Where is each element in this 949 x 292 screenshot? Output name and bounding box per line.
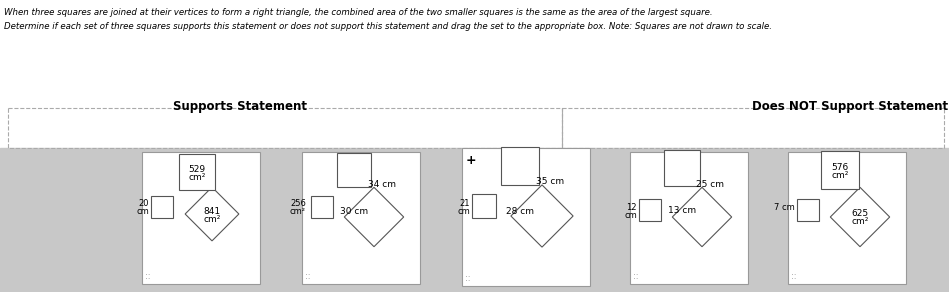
Text: 20: 20 xyxy=(139,199,149,208)
Text: When three squares are joined at their vertices to form a right triangle, the co: When three squares are joined at their v… xyxy=(4,8,713,17)
Polygon shape xyxy=(472,194,496,218)
Text: cm²: cm² xyxy=(851,218,868,227)
Text: cm: cm xyxy=(624,211,637,220)
Bar xyxy=(562,108,944,148)
Text: cm²: cm² xyxy=(290,208,306,216)
Bar xyxy=(0,148,949,292)
Text: cm²: cm² xyxy=(831,171,848,180)
Text: ::: :: xyxy=(465,274,471,283)
Text: cm²: cm² xyxy=(203,215,221,223)
Text: ::: :: xyxy=(791,272,796,281)
Polygon shape xyxy=(511,185,573,247)
Text: 625: 625 xyxy=(851,209,868,218)
Text: 841: 841 xyxy=(203,206,220,215)
Text: ::: :: xyxy=(305,272,310,281)
Text: ::: :: xyxy=(145,272,151,281)
Bar xyxy=(0,0,949,148)
Polygon shape xyxy=(821,151,859,189)
Polygon shape xyxy=(830,187,890,247)
Text: 30 cm: 30 cm xyxy=(340,207,368,216)
Text: 25 cm: 25 cm xyxy=(696,180,724,189)
Polygon shape xyxy=(501,147,539,185)
Polygon shape xyxy=(639,199,661,221)
Text: Supports Statement: Supports Statement xyxy=(173,100,307,113)
Polygon shape xyxy=(311,196,333,218)
Polygon shape xyxy=(179,154,215,190)
Text: ::: :: xyxy=(633,272,639,281)
Bar xyxy=(142,152,260,284)
Text: cm: cm xyxy=(457,206,470,215)
Text: Does NOT Support Statement: Does NOT Support Statement xyxy=(752,100,948,113)
Text: 529: 529 xyxy=(189,164,206,173)
Text: 12: 12 xyxy=(626,202,637,211)
Polygon shape xyxy=(664,150,700,186)
Polygon shape xyxy=(337,153,371,187)
Bar xyxy=(462,148,590,286)
Text: 28 cm: 28 cm xyxy=(506,207,534,216)
Text: 21: 21 xyxy=(459,199,470,208)
Bar xyxy=(630,152,748,284)
Bar xyxy=(788,152,906,284)
Polygon shape xyxy=(151,196,173,218)
Text: 13 cm: 13 cm xyxy=(668,206,696,215)
Text: 256: 256 xyxy=(290,199,306,208)
Text: 34 cm: 34 cm xyxy=(368,180,396,189)
Polygon shape xyxy=(797,199,819,221)
Text: 35 cm: 35 cm xyxy=(536,177,564,186)
Text: 7 cm: 7 cm xyxy=(774,202,795,211)
Polygon shape xyxy=(672,187,732,247)
Polygon shape xyxy=(344,187,403,247)
Text: +: + xyxy=(466,154,476,167)
Polygon shape xyxy=(185,187,239,241)
Text: Determine if each set of three squares supports this statement or does not suppo: Determine if each set of three squares s… xyxy=(4,22,772,31)
Text: cm: cm xyxy=(137,208,149,216)
Text: 576: 576 xyxy=(831,163,848,171)
Bar xyxy=(8,108,562,148)
Bar xyxy=(302,152,420,284)
Text: cm²: cm² xyxy=(188,173,206,182)
